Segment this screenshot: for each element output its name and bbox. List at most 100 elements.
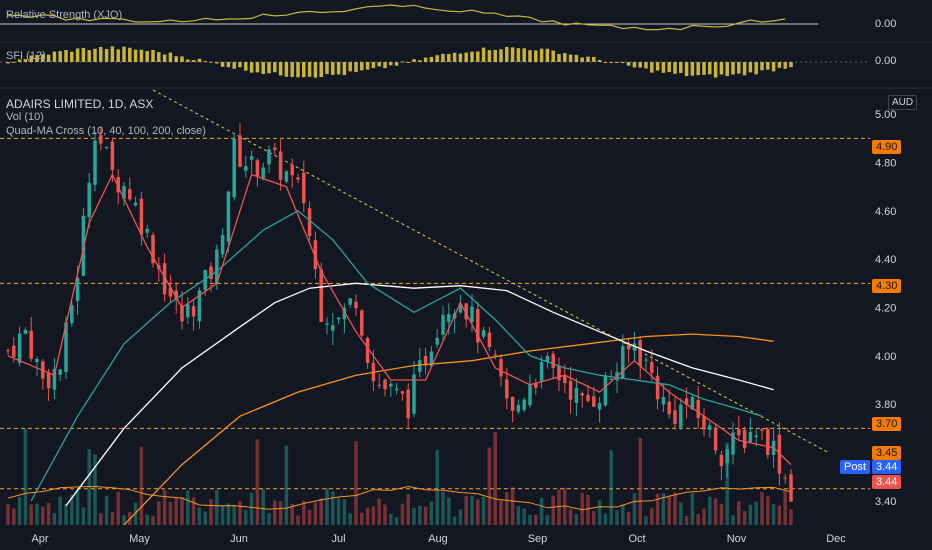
sfi-bar (325, 62, 329, 75)
volume-bar (307, 509, 312, 525)
level-tag-490: 4.90 (872, 140, 902, 154)
candle-body (667, 401, 671, 415)
volume-bar (638, 437, 642, 525)
candle-body (516, 405, 521, 412)
volume-bar (423, 506, 428, 525)
moving-averages (7, 173, 792, 526)
candle-body (394, 388, 399, 391)
sfi-bar (58, 51, 62, 62)
candle-body (586, 394, 590, 401)
candle-body (539, 362, 544, 382)
volume-bar (534, 514, 538, 525)
post-value: 3.44 (872, 460, 902, 474)
ma10-line (7, 173, 792, 466)
sfi-bar (464, 52, 468, 62)
volume-bar (626, 511, 631, 525)
horizontal-levels (0, 89, 870, 490)
sfi-bar (609, 62, 613, 63)
candle-body (116, 176, 120, 193)
candle-body (232, 138, 236, 198)
candle-body (151, 234, 155, 264)
volume-bar (412, 507, 416, 525)
candle-body (273, 147, 277, 150)
sfi-bar (261, 62, 265, 75)
candle-body (696, 399, 700, 418)
sfi-bar (487, 50, 492, 62)
sfi-bar (650, 62, 654, 73)
sfi-bar (232, 62, 236, 69)
sfi-bar (354, 62, 358, 72)
volume-bar (191, 497, 196, 525)
candle-body (75, 277, 80, 302)
volume-bar (783, 490, 787, 525)
candle-body (290, 165, 294, 176)
sfi-bar (342, 62, 347, 76)
sfi-bar (151, 49, 155, 62)
candle-body (307, 208, 312, 237)
volume-bar (81, 507, 86, 525)
candle-body (655, 375, 660, 400)
candle-body (128, 188, 132, 200)
candle-body (139, 198, 144, 235)
sfi-label: SFI (12) (6, 50, 46, 62)
sfi-bar (17, 59, 22, 62)
sfi-bar (296, 62, 300, 78)
sfi-bar (702, 62, 706, 75)
candle-body (342, 307, 347, 320)
currency-badge[interactable]: AUD (888, 95, 918, 110)
candle-body (122, 186, 126, 199)
volume-bar (592, 510, 596, 525)
candle-body (458, 303, 463, 313)
volume-bar (220, 504, 225, 525)
volume-bar (319, 498, 323, 525)
candle-body (487, 332, 492, 348)
volume-bar (766, 496, 770, 525)
volume-bar (418, 505, 422, 525)
volume-bar (244, 510, 248, 525)
candle-body (789, 474, 793, 502)
sfi-bar (52, 51, 57, 62)
sfi-bar (70, 51, 74, 62)
sfi-bar (708, 62, 712, 75)
candle-body (226, 191, 231, 242)
sfi-bar (75, 48, 80, 62)
candle-body (632, 343, 637, 351)
volume-bar (35, 503, 39, 525)
candle-body (725, 449, 729, 463)
candle-body (609, 378, 613, 380)
sfi-bar (476, 51, 480, 62)
sfi-bar (93, 48, 97, 62)
y-tick-label: 3.40 (875, 496, 896, 508)
sfi-bar (400, 61, 405, 63)
sfi-bar (690, 62, 695, 76)
candle-body (766, 429, 770, 455)
candle-body (220, 234, 225, 255)
volume-bar (290, 503, 294, 525)
x-tick-label: May (129, 533, 150, 545)
volume-bar (725, 442, 729, 525)
candle-body (99, 135, 103, 144)
candle-body (383, 379, 387, 390)
volume-bar (528, 514, 532, 525)
sfi-bar (458, 53, 463, 62)
sfi-bar (563, 53, 567, 62)
sfi-bar (122, 46, 126, 62)
candle-body (592, 396, 596, 407)
volume-bar (203, 511, 207, 525)
sfi-bar (534, 50, 538, 62)
volume-bar (568, 509, 573, 525)
candle-body (110, 141, 115, 170)
volume-bar (702, 508, 706, 525)
sfi-bar (667, 62, 671, 73)
volume-bar (371, 506, 376, 525)
volume-bar (354, 441, 358, 525)
candle-body (278, 151, 283, 180)
sfi-bar (580, 57, 584, 62)
volume-bar (99, 513, 103, 525)
sfi-bar (319, 62, 323, 77)
volume-bar (667, 495, 671, 525)
candle-body (336, 317, 341, 320)
sfi-bar (174, 56, 178, 62)
rs-label: Relative Strength (XJO) (6, 9, 123, 21)
